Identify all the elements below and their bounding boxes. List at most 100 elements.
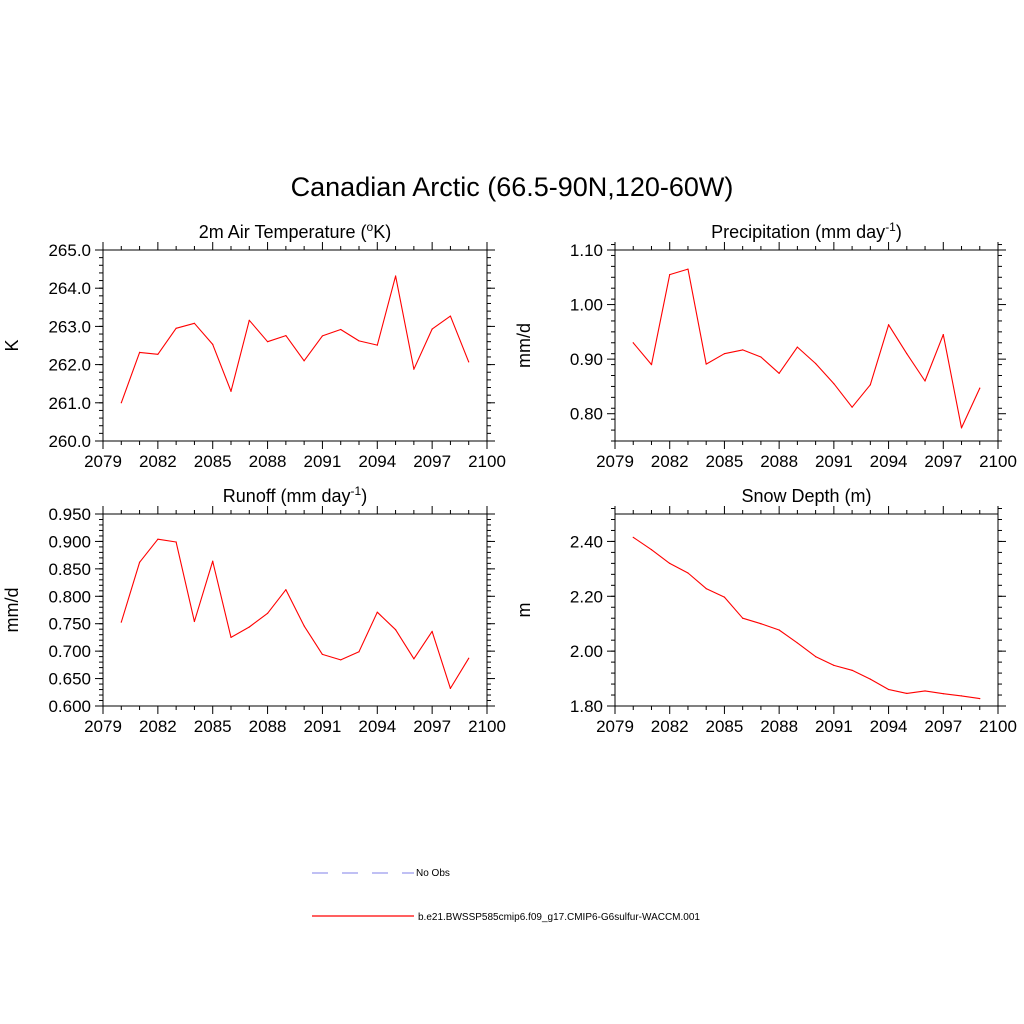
data-point — [924, 690, 926, 692]
data-point — [175, 541, 177, 543]
data-point — [266, 612, 269, 614]
data-point — [687, 268, 689, 270]
data-point — [979, 697, 981, 700]
data-point — [723, 596, 726, 598]
data-point — [175, 327, 177, 329]
data-point — [266, 341, 269, 343]
x-tick-label: 2091 — [304, 717, 342, 736]
y-tick-label: 0.600 — [48, 697, 91, 716]
data-point — [778, 372, 780, 374]
data-point — [248, 626, 250, 628]
y-tick-label: 1.10 — [570, 241, 603, 260]
data-point — [632, 342, 634, 344]
data-point — [906, 692, 908, 694]
y-axis-label: mm/d — [514, 323, 534, 368]
data-point — [449, 315, 452, 317]
x-tick-label: 2082 — [139, 452, 177, 471]
y-tick-label: 0.900 — [48, 532, 91, 551]
y-tick-label: 0.90 — [570, 350, 603, 369]
data-point — [778, 629, 780, 631]
data-point — [394, 629, 397, 631]
data-point — [193, 322, 196, 324]
data-point — [138, 351, 141, 353]
data-point — [120, 621, 122, 623]
x-tick-label: 2082 — [651, 717, 689, 736]
legend-label-model-run: b.e21.BWSSP585cmip6.f09_g17.CMIP6-G6sulf… — [418, 912, 700, 923]
plot-frame — [614, 513, 999, 707]
data-point — [321, 653, 324, 656]
x-tick-label: 2085 — [706, 452, 744, 471]
data-point — [193, 620, 196, 623]
data-point — [833, 664, 835, 667]
data-point — [851, 406, 853, 408]
data-point — [321, 335, 324, 337]
y-tick-label: 263.0 — [48, 317, 91, 336]
y-tick-label: 265.0 — [48, 241, 91, 260]
y-axis-label: mm/d — [2, 588, 22, 633]
x-tick-label: 2091 — [815, 452, 853, 471]
x-tick-label: 2097 — [413, 452, 451, 471]
data-point — [248, 319, 250, 321]
series-line-runoff — [120, 538, 470, 689]
data-point — [942, 333, 944, 336]
legend-label-no-obs: No Obs — [416, 868, 450, 879]
x-tick-label: 2100 — [979, 717, 1017, 736]
data-point — [285, 589, 287, 591]
data-point — [468, 657, 470, 659]
y-tick-label: 261.0 — [48, 394, 91, 413]
panel-air-temperature: 2m Air Temperature (oK) K 2079 2082 2085 2088… — [2, 220, 506, 471]
data-point — [705, 363, 707, 365]
x-tick-label: 2091 — [815, 717, 853, 736]
series-line-air-temperature — [120, 275, 470, 403]
data-point — [157, 538, 159, 540]
x-tick-label: 2088 — [249, 452, 287, 471]
data-point — [303, 360, 305, 362]
y-tick-label: 1.00 — [570, 296, 603, 315]
data-point — [358, 651, 360, 653]
x-tick-label: 2085 — [706, 717, 744, 736]
y-tick-label: 2.20 — [570, 587, 603, 606]
y-tick-label: 2.00 — [570, 642, 603, 661]
panel-runoff: Runoff (mm day-1) mm/d 2079 2082 2085 2088 209… — [2, 484, 506, 736]
data-point — [942, 693, 944, 695]
x-tick-label: 2082 — [139, 717, 177, 736]
y-axis-label: m — [514, 603, 534, 618]
y-tick-label: 0.750 — [48, 615, 91, 634]
x-tick-label: 2094 — [870, 452, 908, 471]
plot-frame — [102, 249, 488, 442]
panel-snow-depth: Snow Depth (m) m 2079 2082 2085 2088 2091 2094 2… — [514, 486, 1017, 736]
data-point — [285, 334, 287, 337]
data-point — [413, 658, 415, 660]
data-point — [340, 659, 342, 661]
data-point — [230, 636, 232, 639]
plot-frame — [102, 513, 488, 707]
x-tick-label: 2079 — [84, 717, 122, 736]
data-point — [979, 387, 981, 389]
data-point — [705, 588, 707, 590]
data-point — [760, 356, 762, 358]
data-point — [669, 273, 671, 276]
x-tick-label: 2079 — [596, 717, 634, 736]
y-tick-label: 262.0 — [48, 356, 91, 375]
data-point — [632, 536, 634, 538]
data-point — [358, 340, 360, 342]
data-point — [376, 344, 378, 346]
data-point — [212, 343, 214, 345]
legend: No Obs b.e21.BWSSP585cmip6.f09_g17.CMIP6… — [312, 868, 700, 923]
data-point — [431, 328, 433, 330]
data-point — [431, 630, 433, 632]
x-tick-label: 2091 — [304, 452, 342, 471]
data-point — [742, 349, 744, 351]
x-tick-label: 2100 — [979, 452, 1017, 471]
data-point — [851, 669, 853, 671]
data-point — [815, 362, 817, 365]
data-point — [413, 368, 415, 370]
y-tick-label: 264.0 — [48, 279, 91, 298]
x-tick-label: 2085 — [194, 717, 232, 736]
data-point — [468, 361, 470, 363]
data-point — [376, 611, 378, 613]
data-point — [960, 427, 963, 429]
panel-title: 2m Air Temperature (oK) — [199, 220, 391, 242]
x-tick-label: 2085 — [194, 452, 232, 471]
